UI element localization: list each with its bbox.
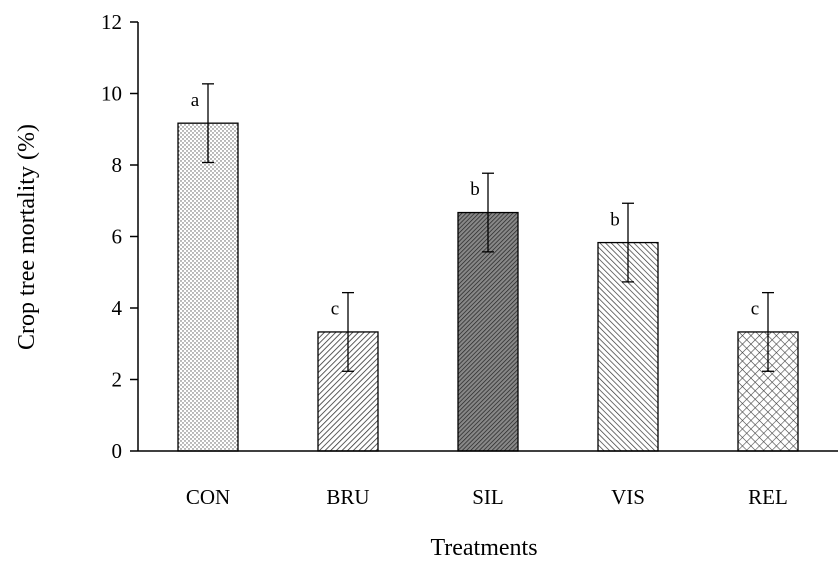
error-bar-bru bbox=[342, 291, 354, 372]
error-bar-vis bbox=[622, 202, 634, 283]
y-tick-label: 10 bbox=[101, 82, 122, 106]
x-tick-label-sil: SIL bbox=[472, 485, 504, 509]
error-bar-con bbox=[202, 83, 214, 164]
error-bar-rel bbox=[762, 291, 774, 372]
significance-label-con: a bbox=[191, 90, 200, 111]
y-tick-label: 8 bbox=[112, 153, 123, 177]
significance-label-bru: c bbox=[331, 299, 339, 320]
y-axis-title: Crop tree mortality (%) bbox=[14, 124, 40, 350]
bar-rel bbox=[737, 331, 799, 452]
y-tick-label: 0 bbox=[112, 439, 123, 463]
significance-labels-group: a c b b c bbox=[191, 90, 759, 320]
bar-con bbox=[177, 122, 239, 452]
significance-label-vis: b bbox=[610, 209, 620, 230]
y-tick-label: 12 bbox=[101, 10, 122, 34]
y-tick-label: 2 bbox=[112, 368, 123, 392]
error-bars-group bbox=[202, 83, 774, 372]
x-tick-labels-group: CON BRU SIL VIS REL bbox=[186, 485, 788, 509]
y-tick-label: 6 bbox=[112, 225, 123, 249]
significance-label-rel: c bbox=[751, 299, 759, 320]
x-tick-label-vis: VIS bbox=[611, 485, 645, 509]
x-axis-title: Treatments bbox=[430, 535, 537, 561]
x-tick-label-con: CON bbox=[186, 485, 230, 509]
y-tick-label: 4 bbox=[112, 296, 123, 320]
x-tick-label-bru: BRU bbox=[326, 485, 369, 509]
bars-group bbox=[177, 122, 799, 452]
significance-label-sil: b bbox=[470, 179, 480, 200]
x-tick-label-rel: REL bbox=[748, 485, 788, 509]
error-bar-sil bbox=[482, 172, 494, 253]
y-ticks-group: 0 2 4 6 8 10 12 bbox=[101, 10, 138, 463]
